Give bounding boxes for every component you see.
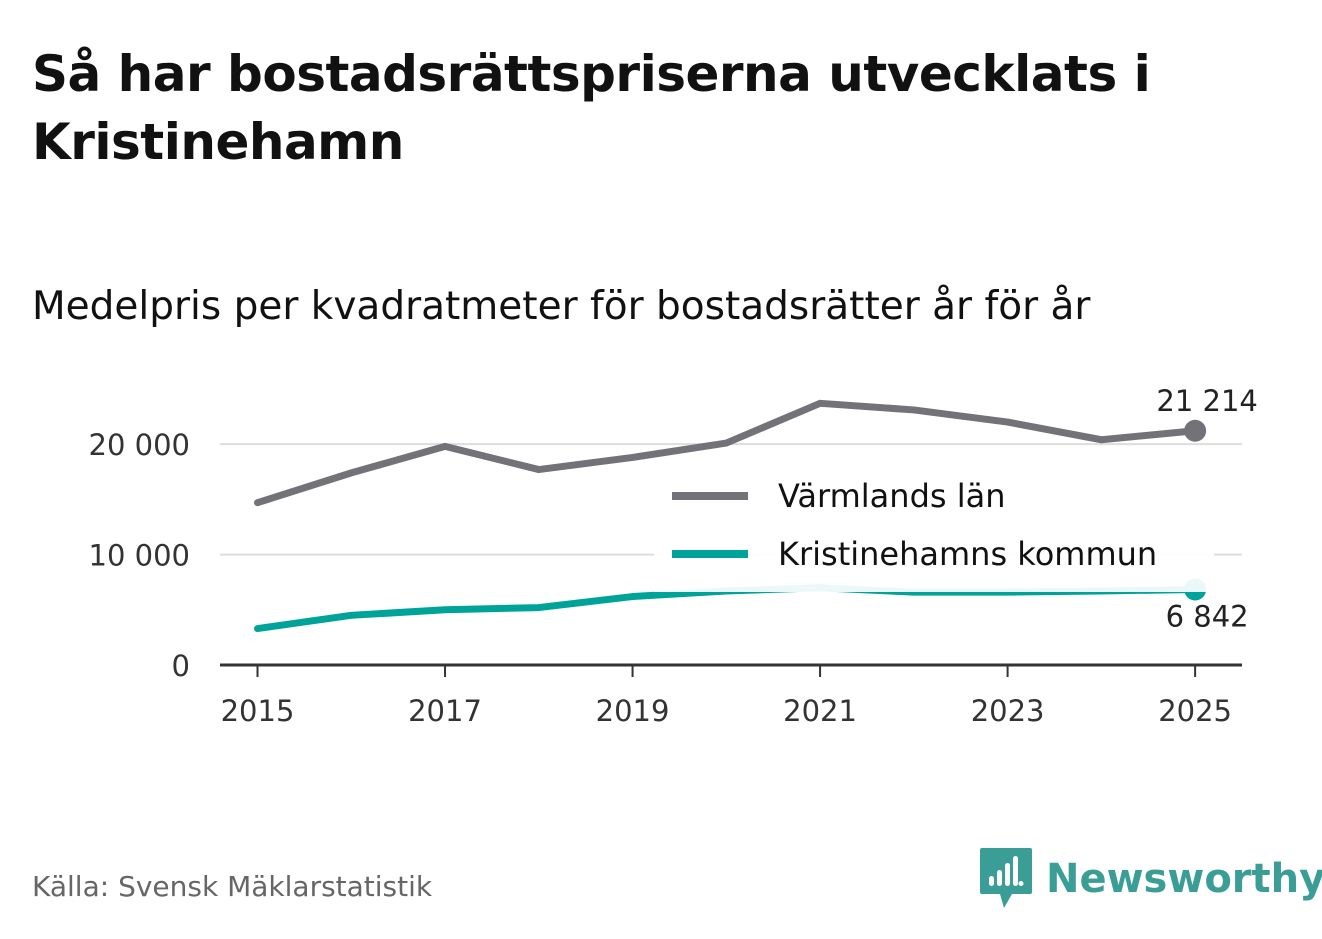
series-end-label-1: 6 842 <box>1166 599 1249 633</box>
source-note: Källa: Svensk Mäklarstatistik <box>32 870 433 903</box>
series-line-1 <box>254 584 1199 633</box>
line-chart: 0 10 000 20 000 2015 2017 2019 2021 2023 2025 Vä… <box>89 384 1258 728</box>
end-labels: 21 214 6 842 <box>1156 384 1257 634</box>
x-tick-label: 2021 <box>783 694 857 728</box>
series-end-label-0: 21 214 <box>1156 384 1257 418</box>
y-tick-label: 20 000 <box>89 428 190 462</box>
axis-layer: 0 10 000 20 000 2015 2017 2019 2021 2023 2025 <box>89 428 1242 728</box>
series-end-point-0 <box>1184 419 1207 442</box>
newsworthy-logo-icon <box>980 848 1032 908</box>
brand-name: Newsworthy <box>1046 856 1322 902</box>
legend-label-0: Värmlands län <box>778 477 1006 515</box>
x-tick-label: 2017 <box>408 694 482 728</box>
x-tick-label: 2019 <box>596 694 670 728</box>
y-tick-label: 10 000 <box>89 539 190 573</box>
legend: Värmlands län Kristinehamns kommun <box>654 468 1214 592</box>
x-tick-label: 2023 <box>971 694 1045 728</box>
x-tick-label: 2015 <box>221 694 295 728</box>
newsworthy-logo: Newsworthy <box>980 848 1322 910</box>
series-line-0 <box>254 399 1199 507</box>
chart-subtitle: Medelpris per kvadratmeter för bostadsrä… <box>32 284 1091 329</box>
x-tick-label: 2025 <box>1158 694 1232 728</box>
y-tick-label: 0 <box>172 649 190 683</box>
chart-title: Så har bostadsrättspriserna utvecklats i… <box>32 45 1151 171</box>
legend-label-1: Kristinehamns kommun <box>778 535 1157 573</box>
legend-background <box>654 468 1214 592</box>
